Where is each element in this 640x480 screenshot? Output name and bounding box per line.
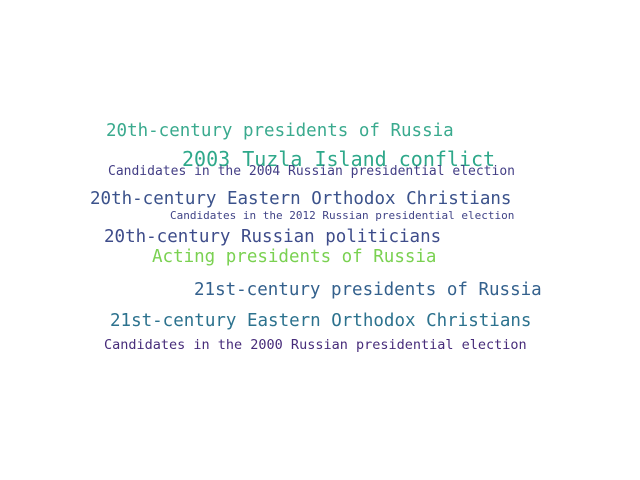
word-20th-century-russian-politicians: 20th-century Russian politicians	[104, 227, 442, 247]
word-acting-presidents: Acting presidents of Russia	[152, 247, 437, 267]
word-candidates-2004-election: Candidates in the 2004 Russian president…	[108, 164, 515, 179]
word-candidates-2012-election: Candidates in the 2012 Russian president…	[170, 209, 515, 222]
word-21st-century-eastern-orthodox: 21st-century Eastern Orthodox Christians	[110, 311, 532, 331]
word-candidates-2000-election: Candidates in the 2000 Russian president…	[104, 337, 527, 353]
word-21st-century-presidents: 21st-century presidents of Russia	[194, 280, 542, 300]
word-2003-tuzla-island-conflict: 2003 Tuzla Island conflict	[182, 147, 496, 171]
word-20th-century-eastern-orthodox: 20th-century Eastern Orthodox Christians	[90, 189, 512, 209]
word-20th-century-presidents: 20th-century presidents of Russia	[106, 121, 454, 141]
